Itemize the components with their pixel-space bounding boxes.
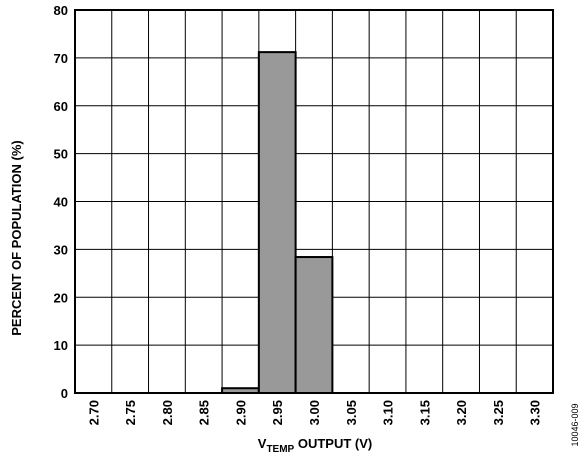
y-tick-label: 50: [54, 147, 68, 162]
y-tick-label: 60: [54, 99, 68, 114]
x-tick-label: 3.00: [307, 400, 322, 425]
y-axis-label: PERCENT OF POPULATION (%): [9, 140, 24, 335]
y-tick-label: 0: [61, 386, 68, 401]
x-tick-label: 3.15: [417, 400, 432, 425]
x-tick-label: 2.70: [86, 400, 101, 425]
x-tick-label: 2.90: [233, 400, 248, 425]
figure-id: 10046-009: [570, 403, 580, 446]
x-tick-label: 3.05: [344, 400, 359, 425]
plot-frame: [74, 9, 554, 394]
bars: [221, 51, 334, 394]
x-tick-label: 2.80: [160, 400, 175, 425]
x-axis-label: VTEMP OUTPUT (V): [258, 436, 372, 455]
x-axis-label-subscript: TEMP: [266, 444, 294, 455]
x-tick-label: 3.25: [491, 400, 506, 425]
y-tick-label: 40: [54, 195, 68, 210]
x-axis-label-rest: OUTPUT (V): [294, 436, 372, 451]
y-tick-label: 10: [54, 338, 68, 353]
bar-3.00: [294, 256, 334, 394]
x-tick-label: 2.75: [123, 400, 138, 425]
x-tick-labels: 2.70 2.75 2.80 2.85 2.90 2.95 3.00 3.05 3.10 3.15…: [86, 400, 542, 425]
y-tick-label: 30: [54, 242, 68, 257]
bar-2.95: [257, 51, 297, 394]
y-tick-label: 80: [54, 3, 68, 18]
x-tick-label: 3.20: [454, 400, 469, 425]
y-tick-label: 20: [54, 290, 68, 305]
x-tick-label: 2.95: [270, 400, 285, 425]
x-tick-label: 3.30: [528, 400, 543, 425]
x-tick-label: 3.10: [381, 400, 396, 425]
y-tick-labels: 0 10 20 30 40 50 60 70 80: [54, 3, 68, 401]
x-tick-label: 2.85: [197, 400, 212, 425]
x-axis-label-main: V: [258, 436, 267, 451]
y-tick-label: 70: [54, 51, 68, 66]
